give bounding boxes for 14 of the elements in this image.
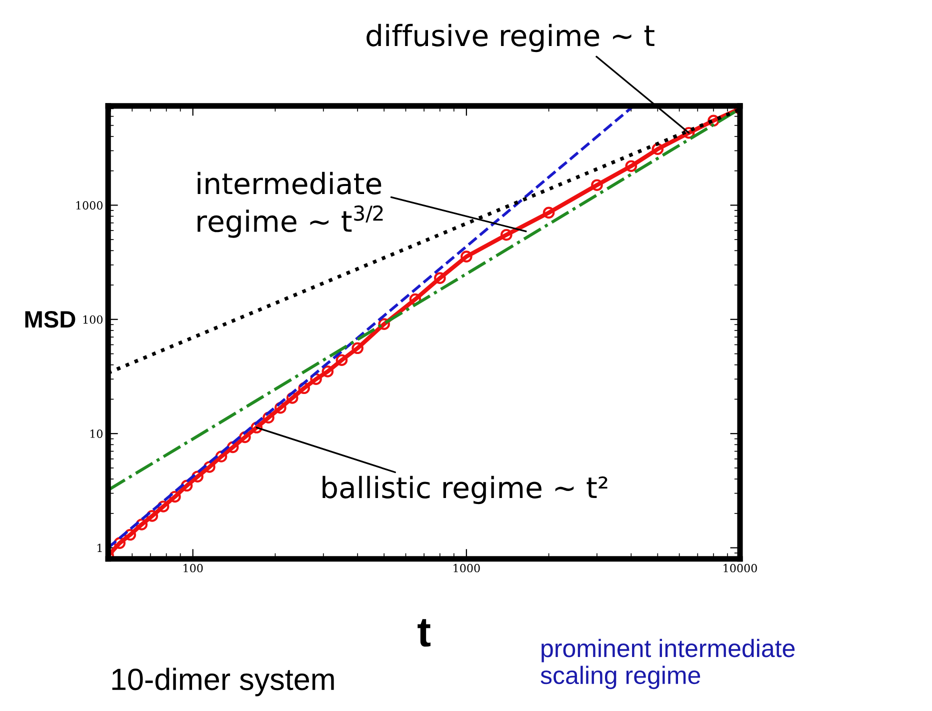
annotation: diffusive regime ∼ t [366, 24, 654, 52]
x-axis-title: t [418, 619, 430, 647]
annotation: ballistic regime ∼ t² [322, 476, 608, 504]
text: prominent intermediate scaling regime [540, 638, 795, 690]
annotation: intermediate regime ∼ t$^{3/2}$ [198, 172, 383, 238]
x-tick-label: 1000 [454, 564, 480, 572]
text: 10-dimer system [112, 668, 334, 696]
y-axis-title: MSD [25, 311, 76, 328]
y-tick-label: 10 [90, 430, 103, 438]
x-tick-label: 10000 [724, 564, 757, 572]
y-tick-label: 1 [98, 544, 102, 552]
x-tick-label: 100 [184, 564, 203, 572]
y-tick-label: 1000 [76, 201, 103, 210]
y-tick-label: 100 [83, 315, 103, 324]
